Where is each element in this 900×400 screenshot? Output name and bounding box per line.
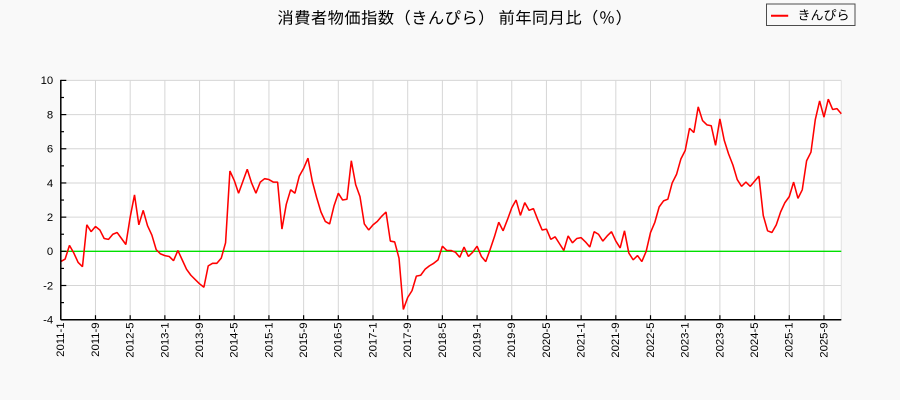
svg-text:2: 2: [47, 212, 53, 224]
svg-text:0: 0: [47, 246, 53, 258]
svg-text:2015-1: 2015-1: [263, 323, 275, 358]
svg-text:10: 10: [41, 75, 54, 87]
svg-text:2013-9: 2013-9: [194, 323, 206, 358]
svg-text:2018-5: 2018-5: [437, 323, 449, 358]
svg-text:2012-5: 2012-5: [125, 323, 137, 358]
svg-text:2019-1: 2019-1: [471, 323, 483, 358]
svg-text:6: 6: [47, 144, 53, 156]
svg-text:2017-9: 2017-9: [402, 323, 414, 358]
svg-text:-4: -4: [43, 315, 53, 327]
svg-text:2017-1: 2017-1: [367, 323, 379, 358]
svg-text:8: 8: [47, 109, 53, 121]
svg-text:2020-5: 2020-5: [541, 323, 553, 358]
svg-text:4: 4: [47, 178, 53, 190]
svg-text:2021-9: 2021-9: [610, 323, 622, 358]
svg-text:2011-9: 2011-9: [90, 323, 102, 357]
svg-text:2015-9: 2015-9: [298, 323, 310, 358]
svg-text:2011-1: 2011-1: [55, 323, 67, 357]
svg-text:2014-5: 2014-5: [229, 323, 241, 358]
svg-text:2019-9: 2019-9: [506, 323, 518, 358]
svg-text:2025-1: 2025-1: [784, 323, 796, 358]
svg-text:2022-5: 2022-5: [645, 323, 657, 358]
svg-text:2024-5: 2024-5: [749, 323, 761, 358]
svg-text:-2: -2: [43, 280, 53, 292]
svg-text:2013-1: 2013-1: [159, 323, 171, 358]
svg-text:2025-9: 2025-9: [818, 323, 830, 358]
svg-text:2016-5: 2016-5: [333, 323, 345, 358]
svg-text:2023-1: 2023-1: [680, 323, 692, 358]
svg-text:2023-9: 2023-9: [714, 323, 726, 358]
svg-text:2021-1: 2021-1: [576, 323, 588, 358]
